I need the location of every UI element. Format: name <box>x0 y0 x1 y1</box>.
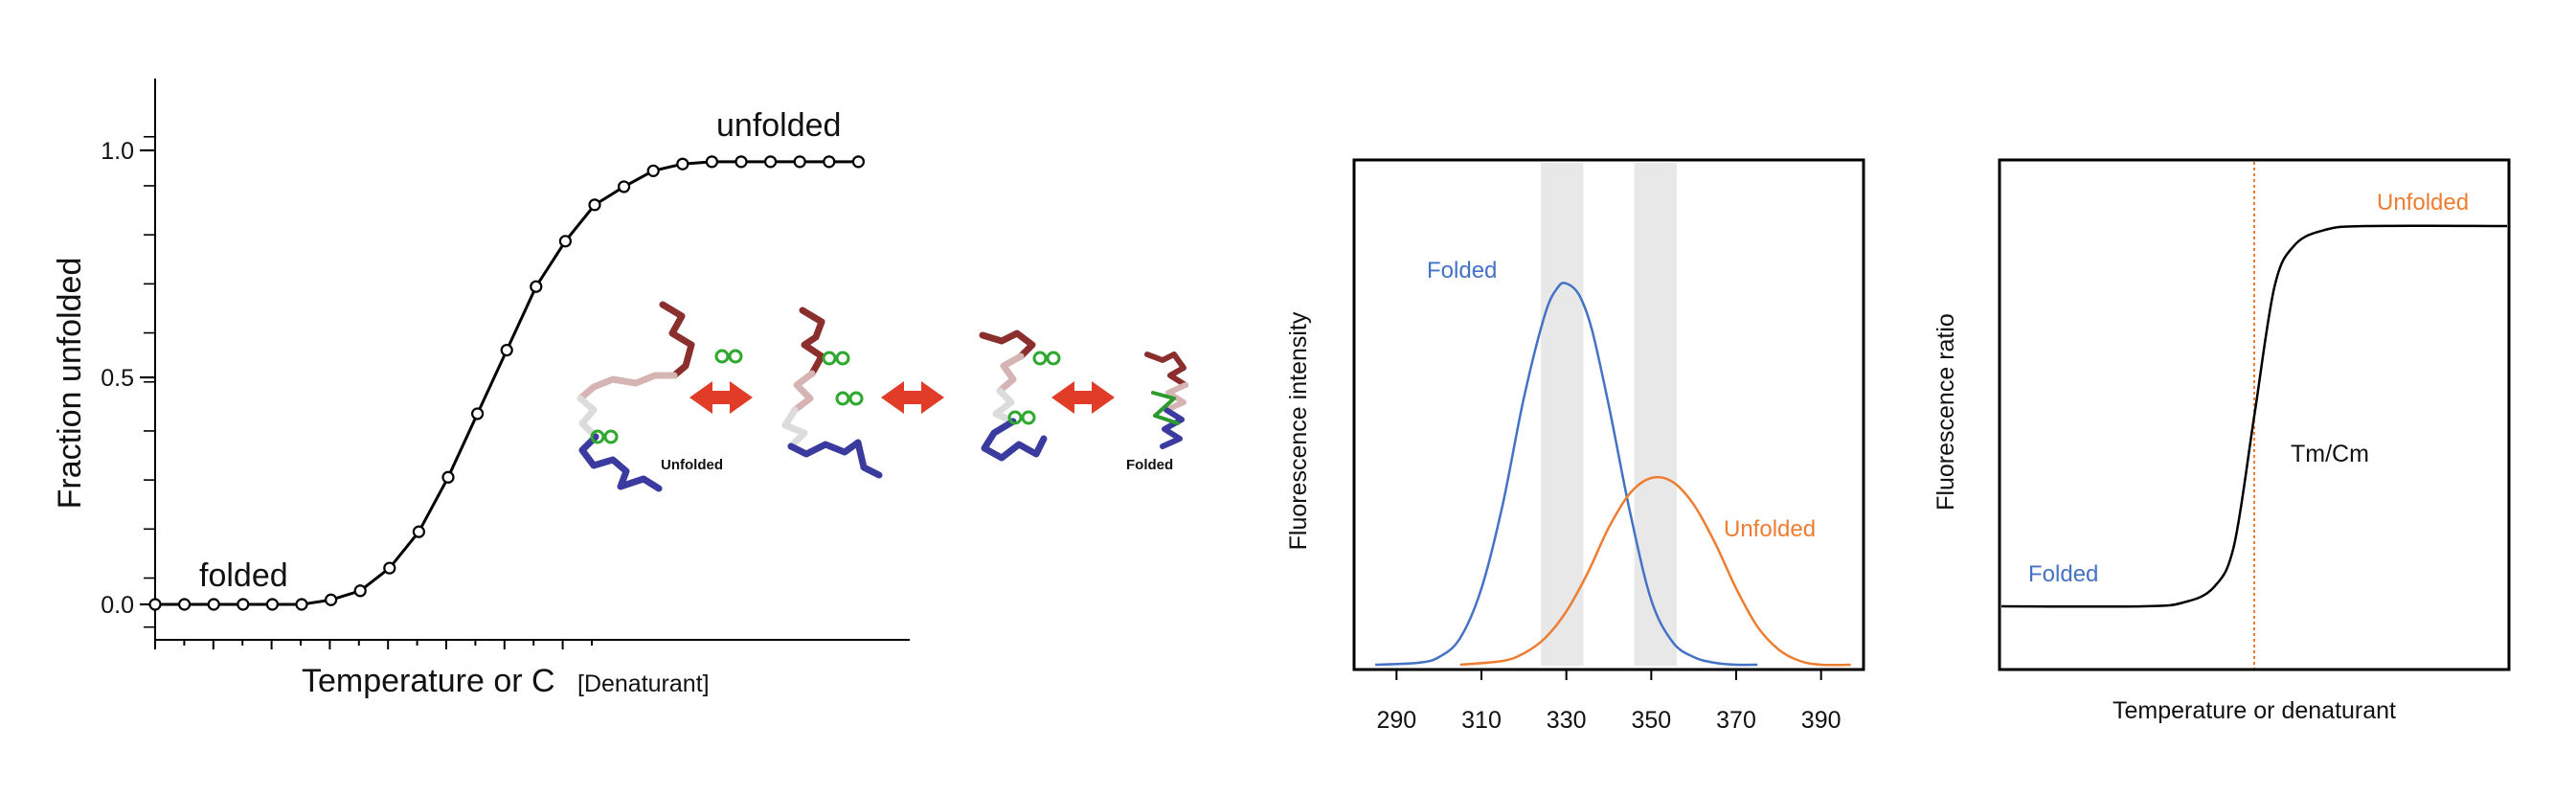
x-tick-label: 350 <box>1631 707 1671 734</box>
data-point <box>471 407 485 420</box>
y-tick-label: 1.0 <box>101 138 134 165</box>
data-point <box>383 561 396 575</box>
shaded-band <box>1541 163 1584 666</box>
x-axis-label-sub: [Denaturant] <box>577 670 710 697</box>
data-point <box>646 164 660 177</box>
data-point <box>353 584 367 598</box>
annotation-folded: folded <box>199 557 288 594</box>
x-axis-label-main: Temperature or C <box>302 663 555 699</box>
inset-label-folded: Folded <box>1126 457 1173 473</box>
equilibrium-arrows <box>689 381 1115 414</box>
sigmoid-curve <box>155 160 859 606</box>
data-point <box>851 155 866 169</box>
data-point <box>500 343 513 357</box>
double-arrow-icon <box>1051 381 1115 414</box>
data-point <box>763 155 778 169</box>
x-axis-label: Temperature or denaturant <box>2113 697 2396 724</box>
midpoint-label: Tm/Cm <box>2291 441 2369 467</box>
x-tick-label: 370 <box>1716 707 1756 734</box>
y-axis-label: Fluorescence intensity <box>1285 311 1312 550</box>
series-folded-line <box>1375 282 1758 667</box>
chart-fraction-unfolded: 0.0 0.5 1.0 folded unfolded Fraction unfol… <box>52 79 1188 699</box>
x-axis-ticks: 290 310 330 350 370 390 <box>1376 670 1842 734</box>
series-unfolded-line <box>1459 475 1851 667</box>
protein-unfolded-state <box>576 301 695 492</box>
protein-intermediate-state <box>979 329 1048 462</box>
y-tick-label: 0.0 <box>101 592 134 619</box>
fluorophore-rings <box>590 349 1061 444</box>
shaded-bands <box>1541 163 1677 666</box>
data-point <box>148 598 162 611</box>
plot-frame <box>1352 158 1865 671</box>
protein-folded-state <box>1144 352 1188 449</box>
chart-fluorescence-ratio: Folded Unfolded Tm/Cm Fluorescence ratio… <box>1932 158 2511 724</box>
data-point <box>617 180 631 193</box>
protein-partially-folded-state <box>781 307 883 479</box>
y-axis-label: Fluorescence ratio <box>1932 313 1959 511</box>
data-point <box>441 470 455 484</box>
x-tick-label: 390 <box>1801 707 1842 734</box>
data-points <box>148 155 866 611</box>
y-axis-label: Fraction unfolded <box>52 258 88 510</box>
shaded-band <box>1634 163 1677 666</box>
x-tick-label: 330 <box>1547 707 1587 734</box>
series-label-folded: Folded <box>2028 561 2098 587</box>
series-label-unfolded: Unfolded <box>2377 190 2469 216</box>
plot-frame <box>1998 158 2511 671</box>
data-point <box>676 157 689 170</box>
data-point <box>530 280 543 293</box>
data-point <box>295 598 308 611</box>
data-point <box>325 593 338 606</box>
double-arrow-icon <box>881 381 944 414</box>
folding-pathway-inset: Unfolded Folded <box>576 301 1188 492</box>
data-point <box>207 598 220 611</box>
data-point <box>178 598 192 611</box>
y-axis-ticks: 0.0 0.5 1.0 <box>101 135 155 628</box>
data-point <box>588 198 601 212</box>
data-point <box>793 155 806 169</box>
x-axis-ticks <box>154 640 593 649</box>
data-point <box>237 598 250 611</box>
double-arrow-icon <box>689 381 753 414</box>
data-point <box>734 155 748 169</box>
x-axis-label: Temperature or C [Denaturant] <box>302 663 710 699</box>
series-label-unfolded: Unfolded <box>1724 516 1816 542</box>
data-point <box>823 155 836 169</box>
y-tick-label: 0.5 <box>101 365 134 392</box>
ratio-curve <box>2000 224 2508 608</box>
data-point <box>705 155 719 169</box>
annotation-unfolded: unfolded <box>716 107 841 144</box>
inset-label-unfolded: Unfolded <box>661 457 723 473</box>
x-tick-label: 290 <box>1376 707 1416 734</box>
data-point <box>412 525 425 538</box>
data-point <box>558 235 573 248</box>
chart-fluorescence-intensity: 290 310 330 350 370 390 Folded Unfolded Fluor… <box>1285 158 1865 734</box>
series-label-folded: Folded <box>1427 258 1497 284</box>
data-point <box>265 598 279 611</box>
x-tick-label: 310 <box>1461 707 1502 734</box>
